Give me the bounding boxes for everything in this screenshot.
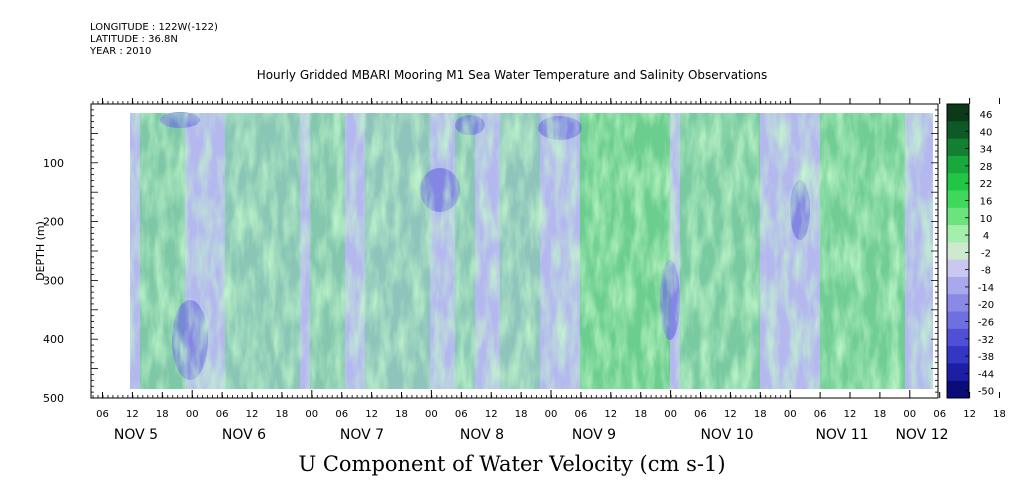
x-tick-label: 12	[724, 409, 737, 420]
colorbar-swatch	[947, 363, 969, 382]
x-tick-label: 18	[515, 409, 528, 420]
x-tick-label: 06	[933, 409, 946, 420]
colorbar-label: 34	[980, 145, 993, 156]
x-tick-label: 18	[276, 409, 289, 420]
colorbar-swatch	[947, 173, 969, 191]
colorbar-swatch	[947, 346, 969, 364]
colorbar: 46 40 34 28 22 16 10 4 -2 -8 -14 -20 -26 -32 -38 -44 -50	[946, 103, 994, 399]
y-tick-label: 400	[43, 333, 64, 346]
y-tick-label: 100	[43, 157, 64, 170]
colorbar-swatch	[947, 225, 969, 243]
colorbar-swatch	[947, 121, 969, 140]
latitude-label: LATITUDE : 36.8N	[90, 34, 178, 45]
longitude-label: LONGITUDE : 122W(-122)	[90, 22, 218, 33]
colorbar-label: -32	[978, 335, 994, 346]
colorbar-label: 40	[980, 127, 993, 138]
x-tick-label: 00	[784, 409, 797, 420]
x-tick-label: 06	[575, 409, 588, 420]
colorbar-label: 22	[980, 179, 993, 190]
x-tick-label: 00	[664, 409, 677, 420]
x-tick-label: 00	[186, 409, 199, 420]
colorbar-swatch	[947, 155, 969, 174]
x-tick-label: 18	[395, 409, 408, 420]
colorbar-swatch	[947, 138, 969, 157]
colorbar-swatch	[947, 294, 969, 313]
x-tick-label: 00	[903, 409, 916, 420]
chart-title: Hourly Gridded MBARI Mooring M1 Sea Wate…	[256, 68, 768, 82]
x-day-label: NOV 6	[222, 427, 266, 443]
x-axis-title: U Component of Water Velocity (cm s-1)	[298, 452, 726, 476]
x-tick-label: 06	[694, 409, 707, 420]
colorbar-label: 46	[980, 110, 993, 121]
x-tick-label: 06	[455, 409, 468, 420]
colorbar-swatch	[947, 190, 969, 209]
colorbar-swatch	[947, 328, 969, 347]
colorbar-label: -8	[981, 266, 991, 277]
year-label: YEAR : 2010	[90, 46, 152, 57]
colorbar-label: -26	[978, 318, 994, 329]
x-tick-label: 18	[874, 409, 887, 420]
colorbar-label: -20	[978, 300, 994, 311]
y-tick-label: 200	[43, 216, 64, 229]
x-tick-label: 06	[216, 409, 229, 420]
x-day-label: NOV 10	[700, 427, 753, 443]
colorbar-swatch	[947, 311, 969, 330]
y-tick-label: 500	[43, 392, 64, 405]
x-tick-label: 12	[246, 409, 259, 420]
x-axis-ticks: 06 12 18 00 06 12 18 00 06 12 18 00 06 12 18 00 06 12 18 00…	[92, 98, 1006, 443]
x-tick-label: 12	[365, 409, 378, 420]
x-day-label: NOV 9	[572, 427, 616, 443]
x-day-label: NOV 12	[895, 427, 948, 443]
x-tick-label: 12	[844, 409, 857, 420]
x-tick-label: 18	[634, 409, 647, 420]
x-tick-label: 12	[604, 409, 617, 420]
x-tick-label: 00	[305, 409, 318, 420]
x-tick-label: 18	[156, 409, 169, 420]
x-tick-label: 06	[96, 409, 109, 420]
x-day-label: NOV 8	[460, 427, 504, 443]
x-tick-label: 12	[485, 409, 498, 420]
colorbar-label: 28	[980, 162, 993, 173]
colorbar-swatch	[947, 276, 969, 295]
field-texture	[130, 113, 933, 389]
velocity-field	[130, 112, 933, 389]
y-tick-label: 300	[43, 274, 64, 287]
colorbar-label: 10	[980, 214, 993, 225]
x-day-label: NOV 7	[340, 427, 384, 443]
colorbar-label: -38	[978, 352, 994, 363]
x-tick-label: 18	[993, 409, 1006, 420]
x-tick-label: 06	[814, 409, 827, 420]
colorbar-swatch	[947, 207, 969, 226]
colorbar-frame	[946, 103, 970, 399]
x-tick-label: 12	[126, 409, 139, 420]
metadata-block: LONGITUDE : 122W(-122) LATITUDE : 36.8N …	[90, 22, 218, 58]
colorbar-swatch	[947, 259, 969, 278]
x-day-label: NOV 11	[815, 427, 868, 443]
colorbar-swatch	[947, 242, 969, 261]
x-tick-label: 06	[335, 409, 348, 420]
colorbar-label: -14	[978, 283, 994, 294]
colorbar-label: -44	[978, 369, 994, 380]
y-axis-ticks: 100 200 300 400 500	[43, 103, 938, 405]
x-tick-label: 12	[963, 409, 976, 420]
x-tick-label: 00	[545, 409, 558, 420]
colorbar-swatch	[947, 380, 969, 399]
colorbar-label: 4	[983, 231, 989, 242]
x-tick-label: 18	[754, 409, 767, 420]
colorbar-label: -2	[981, 248, 991, 259]
y-axis-label: DEPTH (m)	[34, 221, 47, 281]
x-day-label: NOV 5	[114, 427, 158, 443]
x-tick-label: 00	[425, 409, 438, 420]
colorbar-label: -50	[978, 387, 994, 398]
colorbar-swatch	[947, 104, 969, 122]
colorbar-label: 16	[980, 196, 993, 207]
